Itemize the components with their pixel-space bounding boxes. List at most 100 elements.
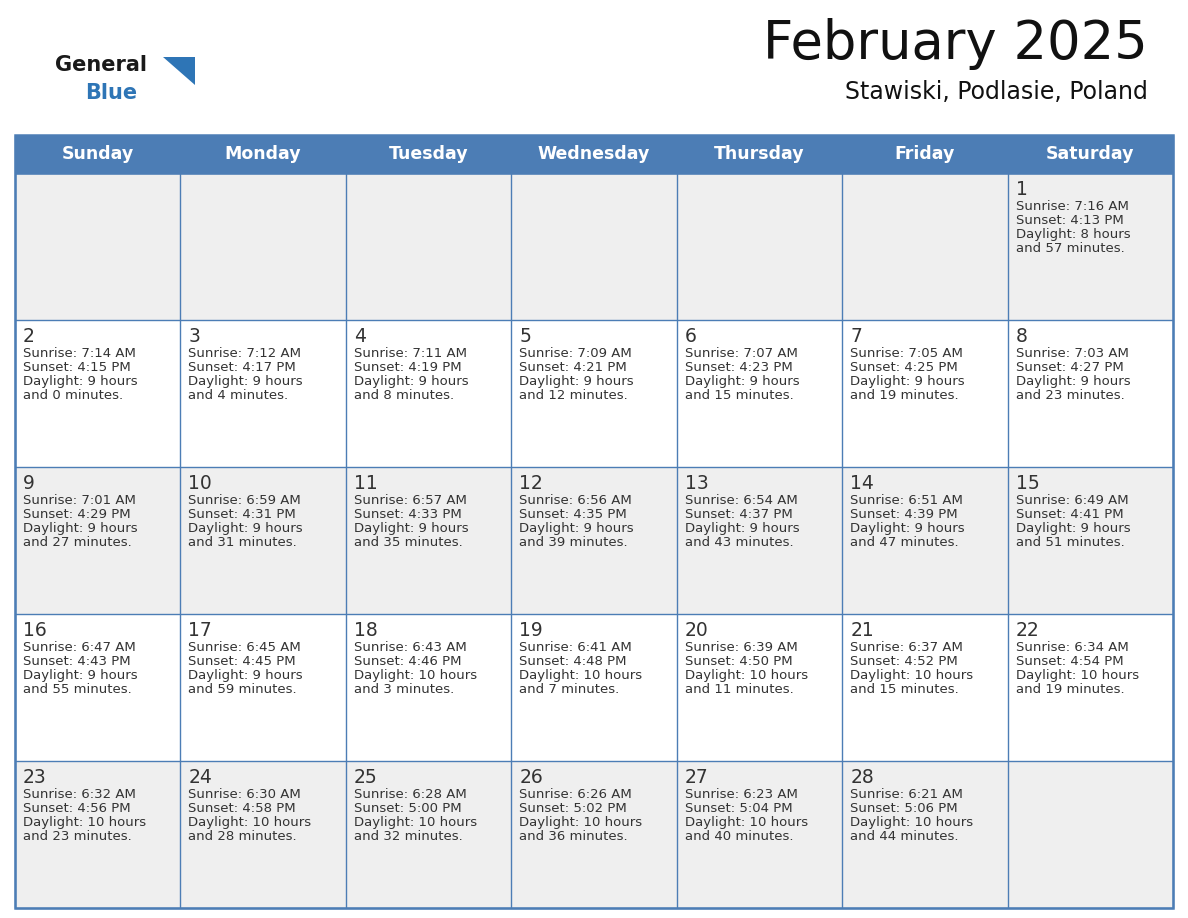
Text: Sunrise: 6:26 AM: Sunrise: 6:26 AM xyxy=(519,788,632,801)
Text: Daylight: 9 hours: Daylight: 9 hours xyxy=(1016,522,1130,535)
Text: 23: 23 xyxy=(23,768,46,787)
Text: and 15 minutes.: and 15 minutes. xyxy=(851,683,959,696)
Text: Daylight: 9 hours: Daylight: 9 hours xyxy=(189,522,303,535)
Text: Sunrise: 7:11 AM: Sunrise: 7:11 AM xyxy=(354,347,467,360)
Text: Daylight: 9 hours: Daylight: 9 hours xyxy=(354,375,468,388)
Text: Sunrise: 6:21 AM: Sunrise: 6:21 AM xyxy=(851,788,963,801)
Text: Sunset: 4:56 PM: Sunset: 4:56 PM xyxy=(23,802,131,815)
Text: Sunrise: 6:49 AM: Sunrise: 6:49 AM xyxy=(1016,494,1129,507)
Text: and 27 minutes.: and 27 minutes. xyxy=(23,536,132,549)
Text: Sunset: 4:25 PM: Sunset: 4:25 PM xyxy=(851,361,958,374)
Text: and 59 minutes.: and 59 minutes. xyxy=(189,683,297,696)
Text: Sunrise: 6:34 AM: Sunrise: 6:34 AM xyxy=(1016,641,1129,654)
Text: and 15 minutes.: and 15 minutes. xyxy=(684,389,794,402)
Text: 2: 2 xyxy=(23,327,34,346)
Text: Sunset: 4:35 PM: Sunset: 4:35 PM xyxy=(519,508,627,521)
Text: Sunset: 4:39 PM: Sunset: 4:39 PM xyxy=(851,508,958,521)
Text: Daylight: 10 hours: Daylight: 10 hours xyxy=(354,669,478,682)
Text: and 40 minutes.: and 40 minutes. xyxy=(684,830,794,843)
Text: Daylight: 10 hours: Daylight: 10 hours xyxy=(851,669,973,682)
Text: and 23 minutes.: and 23 minutes. xyxy=(1016,389,1124,402)
Text: Sunset: 4:48 PM: Sunset: 4:48 PM xyxy=(519,655,627,668)
Text: Sunrise: 6:30 AM: Sunrise: 6:30 AM xyxy=(189,788,302,801)
Text: Daylight: 9 hours: Daylight: 9 hours xyxy=(519,522,634,535)
Text: Sunset: 4:50 PM: Sunset: 4:50 PM xyxy=(684,655,792,668)
Text: Sunset: 4:27 PM: Sunset: 4:27 PM xyxy=(1016,361,1124,374)
Text: Sunset: 4:58 PM: Sunset: 4:58 PM xyxy=(189,802,296,815)
Text: Daylight: 9 hours: Daylight: 9 hours xyxy=(851,522,965,535)
Text: and 28 minutes.: and 28 minutes. xyxy=(189,830,297,843)
Text: and 0 minutes.: and 0 minutes. xyxy=(23,389,124,402)
Text: Sunrise: 7:09 AM: Sunrise: 7:09 AM xyxy=(519,347,632,360)
Bar xyxy=(15,135,1173,908)
Text: Tuesday: Tuesday xyxy=(388,145,468,163)
Text: and 12 minutes.: and 12 minutes. xyxy=(519,389,628,402)
Text: Sunrise: 6:51 AM: Sunrise: 6:51 AM xyxy=(851,494,963,507)
Text: and 51 minutes.: and 51 minutes. xyxy=(1016,536,1124,549)
Text: Sunset: 4:45 PM: Sunset: 4:45 PM xyxy=(189,655,296,668)
Text: and 39 minutes.: and 39 minutes. xyxy=(519,536,628,549)
Polygon shape xyxy=(163,57,195,85)
Bar xyxy=(15,320,1173,467)
Text: Sunrise: 6:47 AM: Sunrise: 6:47 AM xyxy=(23,641,135,654)
Text: Daylight: 10 hours: Daylight: 10 hours xyxy=(684,816,808,829)
Text: General: General xyxy=(55,55,147,75)
Text: 20: 20 xyxy=(684,621,708,640)
Text: 4: 4 xyxy=(354,327,366,346)
Text: Saturday: Saturday xyxy=(1047,145,1135,163)
Text: Sunset: 4:31 PM: Sunset: 4:31 PM xyxy=(189,508,296,521)
Text: and 11 minutes.: and 11 minutes. xyxy=(684,683,794,696)
Text: and 3 minutes.: and 3 minutes. xyxy=(354,683,454,696)
Text: and 47 minutes.: and 47 minutes. xyxy=(851,536,959,549)
Text: 8: 8 xyxy=(1016,327,1028,346)
Text: Sunrise: 6:28 AM: Sunrise: 6:28 AM xyxy=(354,788,467,801)
Text: 16: 16 xyxy=(23,621,46,640)
Text: 10: 10 xyxy=(189,474,213,493)
Text: and 7 minutes.: and 7 minutes. xyxy=(519,683,619,696)
Text: Thursday: Thursday xyxy=(714,145,804,163)
Text: Sunrise: 7:12 AM: Sunrise: 7:12 AM xyxy=(189,347,302,360)
Text: Sunrise: 6:43 AM: Sunrise: 6:43 AM xyxy=(354,641,467,654)
Text: Daylight: 9 hours: Daylight: 9 hours xyxy=(1016,375,1130,388)
Text: Sunrise: 7:03 AM: Sunrise: 7:03 AM xyxy=(1016,347,1129,360)
Text: Sunrise: 7:05 AM: Sunrise: 7:05 AM xyxy=(851,347,963,360)
Text: 3: 3 xyxy=(189,327,201,346)
Text: Daylight: 8 hours: Daylight: 8 hours xyxy=(1016,228,1130,241)
Text: Sunset: 4:19 PM: Sunset: 4:19 PM xyxy=(354,361,461,374)
Text: February 2025: February 2025 xyxy=(763,18,1148,70)
Text: and 23 minutes.: and 23 minutes. xyxy=(23,830,132,843)
Text: Daylight: 9 hours: Daylight: 9 hours xyxy=(354,522,468,535)
Text: 25: 25 xyxy=(354,768,378,787)
Text: Sunrise: 6:45 AM: Sunrise: 6:45 AM xyxy=(189,641,302,654)
Text: and 44 minutes.: and 44 minutes. xyxy=(851,830,959,843)
Text: Sunset: 5:00 PM: Sunset: 5:00 PM xyxy=(354,802,461,815)
Text: Sunrise: 6:54 AM: Sunrise: 6:54 AM xyxy=(684,494,797,507)
Text: Daylight: 9 hours: Daylight: 9 hours xyxy=(519,375,634,388)
Text: Sunset: 4:17 PM: Sunset: 4:17 PM xyxy=(189,361,296,374)
Text: Sunset: 4:52 PM: Sunset: 4:52 PM xyxy=(851,655,958,668)
Text: 27: 27 xyxy=(684,768,708,787)
Text: 7: 7 xyxy=(851,327,862,346)
Text: and 19 minutes.: and 19 minutes. xyxy=(851,389,959,402)
Text: 12: 12 xyxy=(519,474,543,493)
Text: Sunset: 4:46 PM: Sunset: 4:46 PM xyxy=(354,655,461,668)
Text: 28: 28 xyxy=(851,768,874,787)
Text: Sunrise: 7:14 AM: Sunrise: 7:14 AM xyxy=(23,347,135,360)
Text: 24: 24 xyxy=(189,768,213,787)
Bar xyxy=(15,467,1173,614)
Text: Daylight: 9 hours: Daylight: 9 hours xyxy=(684,522,800,535)
Text: Wednesday: Wednesday xyxy=(538,145,650,163)
Text: 18: 18 xyxy=(354,621,378,640)
Text: Daylight: 9 hours: Daylight: 9 hours xyxy=(23,375,138,388)
Text: Sunset: 4:54 PM: Sunset: 4:54 PM xyxy=(1016,655,1123,668)
Text: Daylight: 10 hours: Daylight: 10 hours xyxy=(354,816,478,829)
Text: Sunrise: 6:37 AM: Sunrise: 6:37 AM xyxy=(851,641,963,654)
Text: Daylight: 10 hours: Daylight: 10 hours xyxy=(1016,669,1138,682)
Text: Daylight: 10 hours: Daylight: 10 hours xyxy=(519,669,643,682)
Text: Daylight: 9 hours: Daylight: 9 hours xyxy=(684,375,800,388)
Bar xyxy=(15,135,1173,173)
Text: Daylight: 10 hours: Daylight: 10 hours xyxy=(23,816,146,829)
Text: Daylight: 9 hours: Daylight: 9 hours xyxy=(23,669,138,682)
Text: Sunset: 4:43 PM: Sunset: 4:43 PM xyxy=(23,655,131,668)
Text: Daylight: 9 hours: Daylight: 9 hours xyxy=(851,375,965,388)
